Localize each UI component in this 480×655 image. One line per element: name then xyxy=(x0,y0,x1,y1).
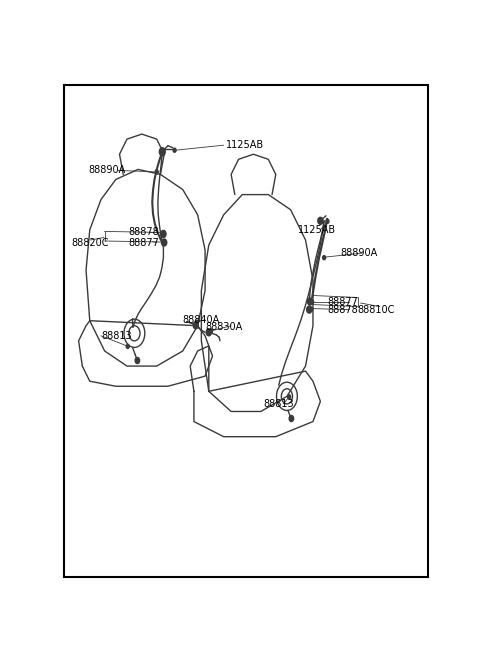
Text: 88813: 88813 xyxy=(264,399,295,409)
Text: 1125AB: 1125AB xyxy=(226,140,264,150)
Circle shape xyxy=(161,231,166,238)
Text: 88830A: 88830A xyxy=(205,322,242,331)
Circle shape xyxy=(162,239,167,246)
Circle shape xyxy=(288,395,290,399)
Text: 88878: 88878 xyxy=(327,305,358,314)
Circle shape xyxy=(323,255,325,259)
Circle shape xyxy=(318,217,323,225)
Text: 88810C: 88810C xyxy=(358,305,395,314)
Circle shape xyxy=(307,298,312,305)
Circle shape xyxy=(210,329,213,333)
Text: 88820C: 88820C xyxy=(71,238,108,248)
Circle shape xyxy=(135,358,140,364)
Circle shape xyxy=(310,307,313,311)
Text: 88878: 88878 xyxy=(129,227,159,237)
Text: 88840A: 88840A xyxy=(183,314,220,325)
Circle shape xyxy=(159,147,165,156)
Text: 88890A: 88890A xyxy=(88,166,125,176)
Text: 88813: 88813 xyxy=(101,331,132,341)
Circle shape xyxy=(195,320,198,324)
Text: 88877: 88877 xyxy=(129,238,160,248)
Circle shape xyxy=(289,415,294,422)
Circle shape xyxy=(311,300,314,304)
Text: 1125AB: 1125AB xyxy=(298,225,336,235)
Circle shape xyxy=(173,148,176,152)
Circle shape xyxy=(162,233,165,235)
Circle shape xyxy=(126,345,129,348)
Circle shape xyxy=(155,170,158,174)
Circle shape xyxy=(193,322,198,329)
Circle shape xyxy=(206,329,211,336)
Circle shape xyxy=(326,219,329,223)
Text: 88877: 88877 xyxy=(327,297,358,307)
Circle shape xyxy=(307,306,312,313)
Text: 88890A: 88890A xyxy=(341,248,378,258)
Circle shape xyxy=(163,241,165,244)
